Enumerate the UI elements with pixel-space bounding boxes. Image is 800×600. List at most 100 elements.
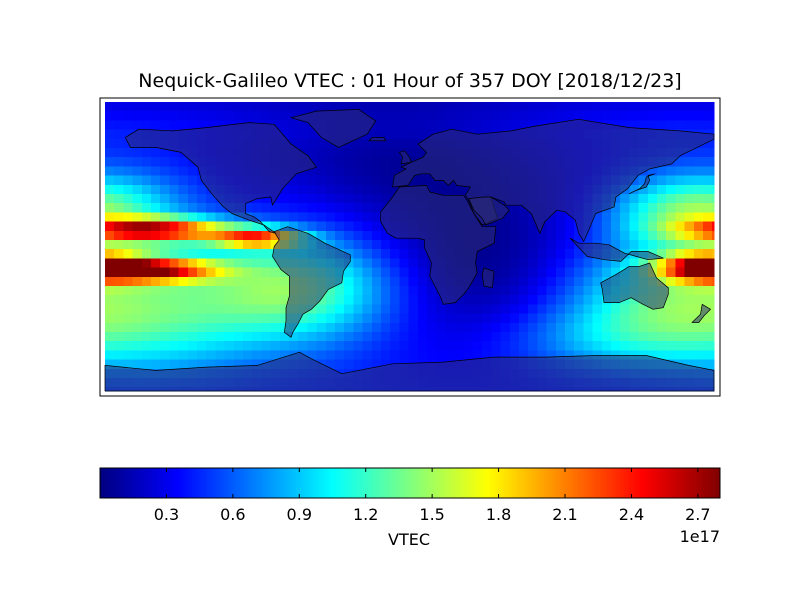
heatmap-cell bbox=[151, 203, 161, 213]
heatmap-cell bbox=[371, 203, 382, 213]
heatmap-cell bbox=[463, 286, 474, 296]
heatmap-cell bbox=[381, 138, 391, 149]
heatmap-cell bbox=[151, 332, 161, 342]
heatmap-cell bbox=[537, 258, 547, 268]
heatmap-cell bbox=[592, 313, 603, 324]
heatmap-cell bbox=[381, 313, 391, 324]
heatmap-cell bbox=[252, 221, 262, 232]
heatmap-cell bbox=[546, 322, 557, 333]
japan-landmass bbox=[629, 173, 656, 195]
heatmap-cell bbox=[169, 313, 179, 324]
heatmap-cell bbox=[491, 102, 501, 112]
heatmap-cell bbox=[123, 258, 133, 268]
heatmap-cell bbox=[187, 350, 198, 360]
heatmap-cell bbox=[353, 313, 363, 324]
heatmap-cell bbox=[417, 267, 428, 278]
heatmap-cell bbox=[454, 111, 465, 121]
heatmap-cell bbox=[141, 120, 152, 130]
heatmap-cell bbox=[224, 267, 235, 278]
heatmap-cell bbox=[270, 212, 281, 222]
heatmap-cell bbox=[114, 212, 124, 222]
heatmap-cell bbox=[371, 175, 382, 186]
heatmap-cell bbox=[620, 111, 630, 121]
heatmap-cell bbox=[427, 313, 437, 324]
heatmap-cell bbox=[417, 129, 428, 140]
heatmap-cell bbox=[298, 203, 308, 213]
heatmap-cell bbox=[151, 111, 161, 121]
heatmap-cell bbox=[546, 295, 557, 305]
heatmap-cell bbox=[684, 175, 695, 186]
heatmap-cell bbox=[187, 184, 198, 195]
heatmap-cell bbox=[712, 111, 715, 121]
heatmap-cell bbox=[160, 249, 170, 259]
heatmap-cell bbox=[197, 295, 207, 305]
heatmap-cell bbox=[261, 258, 271, 268]
heatmap-cell bbox=[187, 212, 198, 222]
heatmap-cell bbox=[335, 350, 345, 360]
heatmap-cell bbox=[169, 276, 179, 287]
heatmap-cell bbox=[473, 120, 483, 130]
heatmap-cell bbox=[371, 267, 382, 278]
heatmap-cell bbox=[132, 341, 143, 351]
heatmap-cell bbox=[132, 111, 143, 121]
heatmap-cell bbox=[215, 230, 225, 241]
heatmap-cell bbox=[243, 313, 253, 324]
heatmap-cell bbox=[555, 258, 566, 268]
heatmap-cell bbox=[528, 313, 538, 324]
heatmap-cell bbox=[509, 212, 520, 222]
heatmap-cell bbox=[574, 276, 584, 287]
heatmap-cell bbox=[353, 138, 363, 149]
heatmap-cell bbox=[335, 332, 345, 342]
heatmap-cell bbox=[473, 332, 483, 342]
heatmap-cell bbox=[132, 322, 143, 333]
heatmap-cell bbox=[279, 111, 290, 121]
heatmap-cell bbox=[243, 258, 253, 268]
heatmap-cell bbox=[206, 313, 216, 324]
heatmap-cell bbox=[187, 286, 198, 296]
heatmap-cell bbox=[178, 258, 189, 268]
colorbar-tick-label: 0.9 bbox=[287, 505, 312, 524]
heatmap-cell bbox=[638, 221, 649, 232]
heatmap-cell bbox=[114, 313, 124, 324]
heatmap-cell bbox=[491, 332, 501, 342]
heatmap-cell bbox=[528, 111, 538, 121]
heatmap-cell bbox=[307, 102, 317, 112]
heatmap-cell bbox=[353, 258, 363, 268]
heatmap-cell bbox=[243, 295, 253, 305]
heatmap-cell bbox=[583, 341, 593, 351]
heatmap-cell bbox=[335, 148, 345, 158]
heatmap-cell bbox=[123, 304, 133, 314]
heatmap-cell bbox=[362, 313, 373, 324]
heatmap-cell bbox=[371, 276, 382, 287]
heatmap-cell bbox=[206, 120, 216, 130]
heatmap-cell bbox=[657, 240, 667, 250]
heatmap-cell bbox=[187, 166, 198, 176]
heatmap-cell bbox=[362, 212, 373, 222]
heatmap-cell bbox=[684, 148, 695, 158]
heatmap-cell bbox=[233, 332, 244, 342]
heatmap-cell bbox=[390, 350, 400, 360]
heatmap-cell bbox=[528, 332, 538, 342]
heatmap-cell bbox=[187, 332, 198, 342]
heatmap-cell bbox=[371, 102, 382, 112]
heatmap-cell bbox=[565, 304, 575, 314]
heatmap-cell bbox=[381, 166, 391, 176]
heatmap-cell bbox=[279, 295, 290, 305]
heatmap-cell bbox=[555, 221, 566, 232]
heatmap-cell bbox=[473, 111, 483, 121]
heatmap-cell bbox=[298, 194, 308, 204]
heatmap-cell bbox=[371, 322, 382, 333]
heatmap-cell bbox=[114, 203, 124, 213]
heatmap-cell bbox=[436, 120, 446, 130]
heatmap-cell bbox=[712, 322, 715, 333]
heatmap-cell bbox=[620, 212, 630, 222]
heatmap-cell bbox=[353, 166, 363, 176]
heatmap-cell bbox=[132, 194, 143, 204]
heatmap-cell bbox=[592, 230, 603, 241]
heatmap-cell bbox=[509, 249, 520, 259]
heatmap-cell bbox=[657, 249, 667, 259]
heatmap-cell bbox=[123, 166, 133, 176]
heatmap-cell bbox=[408, 341, 419, 351]
heatmap-cell bbox=[233, 221, 244, 232]
heatmap-cell bbox=[344, 230, 354, 241]
